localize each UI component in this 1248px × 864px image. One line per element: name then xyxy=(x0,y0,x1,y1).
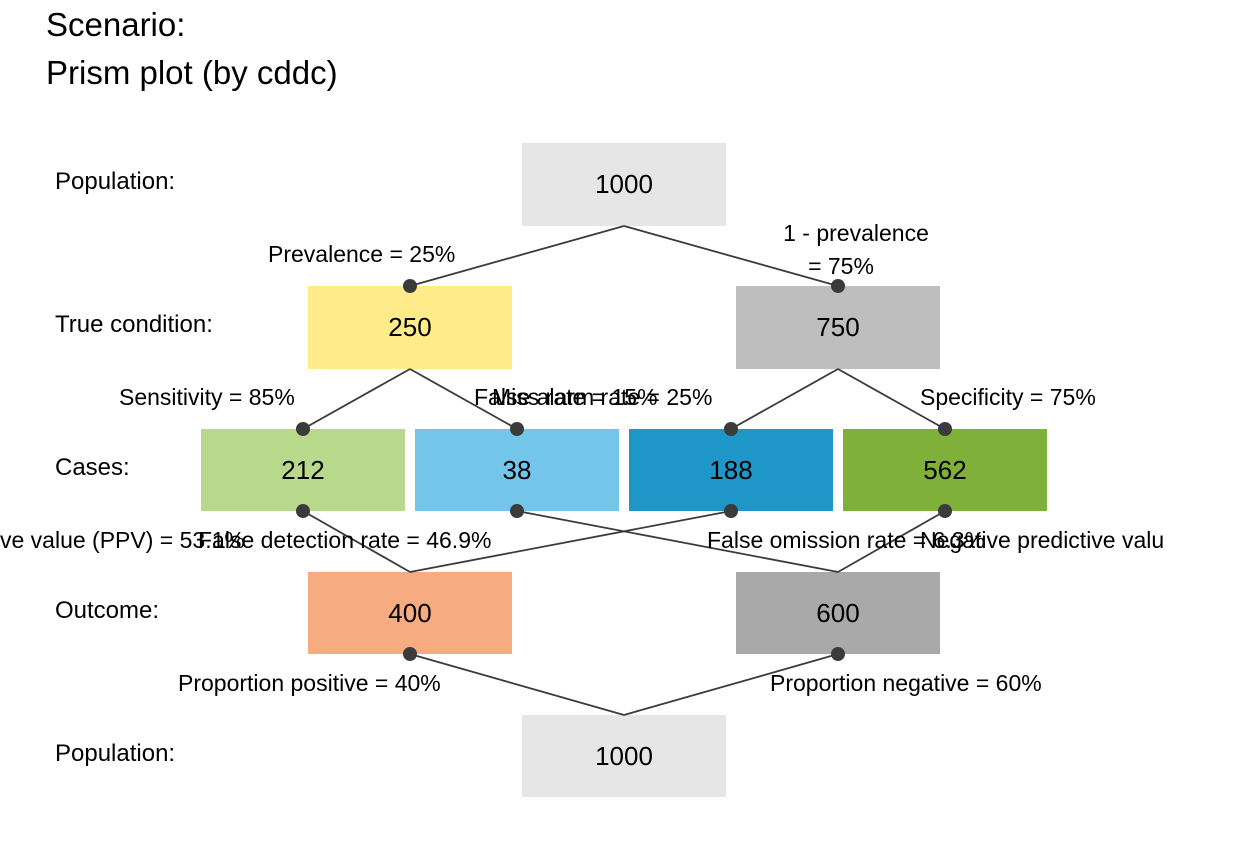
label-false-omission-rate: False omission rate = 6.3% xyxy=(707,527,986,553)
population-top-box: 1000 xyxy=(522,143,726,226)
node-dot xyxy=(296,504,310,518)
node-dot xyxy=(938,504,952,518)
label-one-minus-prevalence-line1: 1 - prevalence xyxy=(783,220,929,246)
edge-npv xyxy=(837,510,946,573)
node-dot xyxy=(403,647,417,661)
correct-rejections-value: 562 xyxy=(923,454,967,485)
edge-one-minus-prevalence xyxy=(623,225,839,287)
population-bottom-box: 1000 xyxy=(522,715,726,797)
false-alarms-value: 188 xyxy=(709,454,753,485)
label-false-detection-rate: False detection rate = 46.9% xyxy=(198,527,492,553)
label-sensitivity: Sensitivity = 85% xyxy=(119,384,295,410)
title-line-2: Prism plot (by cddc) xyxy=(46,54,338,91)
label-npv: Negative predictive valu xyxy=(920,527,1165,553)
label-false-alarm-rate: False alarm rate = 25% xyxy=(474,384,713,410)
node-dot xyxy=(831,647,845,661)
edge-prevalence xyxy=(409,225,625,287)
condition-true-box: 250 xyxy=(308,286,512,369)
edge-miss-rate xyxy=(409,368,518,430)
label-one-minus-prevalence-line2: = 75% xyxy=(808,253,874,279)
edge-sensitivity xyxy=(302,368,411,430)
hits-value: 212 xyxy=(281,454,325,485)
edge-fdr xyxy=(409,510,732,573)
label-proportion-positive: Proportion positive = 40% xyxy=(178,670,441,696)
title-line-1: Scenario: xyxy=(46,6,186,43)
outcome-positive-box: 400 xyxy=(308,572,512,654)
misses-value: 38 xyxy=(502,454,532,485)
hits-box: 212 xyxy=(201,429,405,511)
node-dot xyxy=(724,504,738,518)
edge-ppv xyxy=(302,510,411,573)
correct-rejections-box: 562 xyxy=(843,429,1047,511)
label-prevalence: Prevalence = 25% xyxy=(268,241,456,267)
outcome-negative-value: 600 xyxy=(816,597,860,628)
row-label-population-bottom: Population: xyxy=(55,740,176,767)
node-dot xyxy=(403,279,417,293)
label-proportion-negative: Proportion negative = 60% xyxy=(770,670,1042,696)
node-dot xyxy=(831,279,845,293)
node-dot xyxy=(296,422,310,436)
node-dot xyxy=(510,504,524,518)
row-label-true-condition: True condition: xyxy=(55,311,213,338)
condition-true-value: 250 xyxy=(388,312,432,342)
edge-specificity xyxy=(837,368,946,430)
outcome-positive-value: 400 xyxy=(388,597,432,628)
row-label-outcome: Outcome: xyxy=(55,597,160,624)
edge-for xyxy=(516,510,839,573)
population-bottom-value: 1000 xyxy=(595,740,653,771)
row-label-population-top: Population: xyxy=(55,168,176,195)
node-dot xyxy=(724,422,738,436)
label-ppv: ve value (PPV) = 53.1% xyxy=(0,527,245,553)
edge-prop-neg xyxy=(623,653,839,716)
misses-box: 38 xyxy=(415,429,619,511)
node-dot xyxy=(510,422,524,436)
row-label-cases: Cases: xyxy=(55,454,130,481)
label-miss-rate: Miss rate = 15% xyxy=(492,384,658,410)
edge-false-alarm-rate xyxy=(730,368,839,430)
condition-false-value: 750 xyxy=(816,312,860,342)
outcome-negative-box: 600 xyxy=(736,572,940,654)
node-dot xyxy=(938,422,952,436)
population-top-value: 1000 xyxy=(595,169,653,199)
false-alarms-box: 188 xyxy=(629,429,833,511)
condition-false-box: 750 xyxy=(736,286,940,369)
edge-prop-pos xyxy=(409,653,625,716)
label-specificity: Specificity = 75% xyxy=(920,384,1096,410)
